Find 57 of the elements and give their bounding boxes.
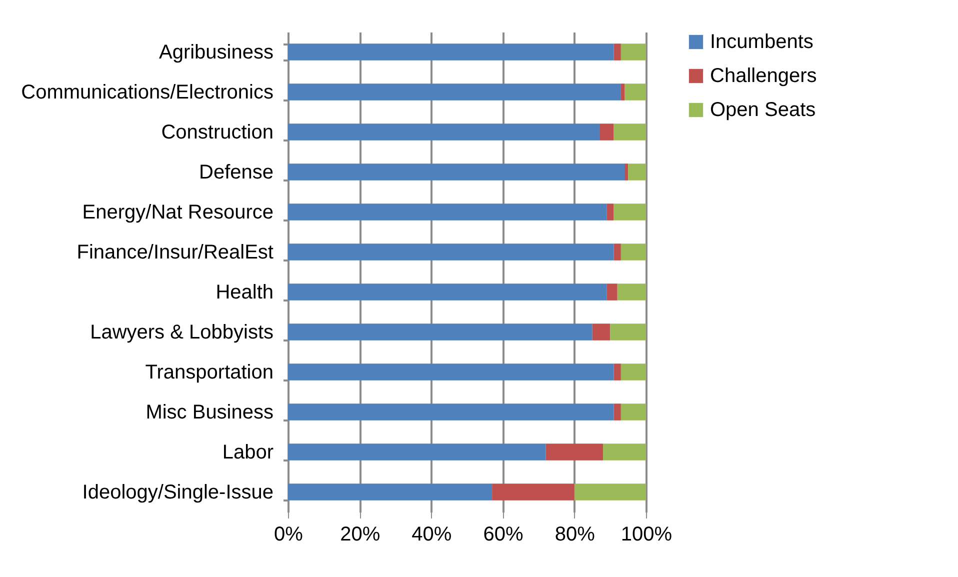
x-tick-label: 80%	[554, 524, 596, 546]
bar	[288, 204, 607, 220]
y-tick-label: Energy/Nat Resource	[82, 202, 274, 224]
bar	[288, 124, 600, 140]
bar	[620, 244, 646, 260]
bar	[288, 84, 621, 100]
y-tick-label: Ideology/Single-Issue	[82, 482, 274, 504]
y-tick-label: Defense	[199, 162, 274, 184]
bar	[614, 244, 621, 260]
bar	[603, 444, 646, 460]
x-tick-label: 100%	[620, 524, 672, 546]
y-tick-label: Construction	[161, 122, 274, 144]
y-tick-label: Agribusiness	[158, 42, 274, 64]
bar	[628, 164, 646, 180]
bar	[606, 204, 614, 220]
bar	[592, 324, 610, 340]
legend-label: Incumbents	[710, 31, 814, 53]
bar	[606, 284, 618, 300]
y-tick-label: Labor	[222, 442, 274, 464]
bar	[614, 204, 646, 220]
bar	[546, 444, 604, 460]
bar	[599, 124, 614, 140]
bar	[617, 284, 646, 300]
bar	[614, 124, 646, 140]
legend-label: Open Seats	[710, 99, 816, 121]
y-tick-label: Finance/Insur/RealEst	[76, 242, 274, 264]
bar	[624, 84, 646, 100]
bar	[620, 404, 646, 420]
bar	[624, 164, 628, 180]
bar	[492, 484, 574, 500]
x-tick-label: 20%	[340, 524, 380, 546]
bar	[610, 324, 646, 340]
bar	[288, 404, 614, 420]
y-tick-label: Transportation	[145, 362, 274, 384]
bar	[620, 364, 646, 380]
bar	[620, 44, 646, 60]
bar	[288, 324, 592, 340]
bar	[620, 84, 625, 100]
legend-label: Challengers	[710, 65, 817, 87]
y-tick-label: Health	[216, 282, 274, 304]
bar	[614, 404, 621, 420]
bar	[614, 44, 621, 60]
x-tick-label: 0%	[274, 524, 304, 546]
x-tick-label: 60%	[483, 524, 524, 546]
x-tick-label: 40%	[412, 524, 452, 546]
bar	[288, 44, 614, 60]
bar	[288, 164, 625, 180]
y-tick-label: Lawyers & Lobbyists	[90, 322, 274, 344]
bar	[574, 484, 646, 500]
bar	[288, 484, 492, 500]
y-tick-label: Communications/Electronics	[21, 82, 274, 104]
y-tick-label: Misc Business	[146, 402, 274, 424]
bar	[288, 244, 614, 260]
bar	[288, 364, 614, 380]
bar	[614, 364, 621, 380]
bar	[288, 284, 607, 300]
bar	[288, 444, 546, 460]
